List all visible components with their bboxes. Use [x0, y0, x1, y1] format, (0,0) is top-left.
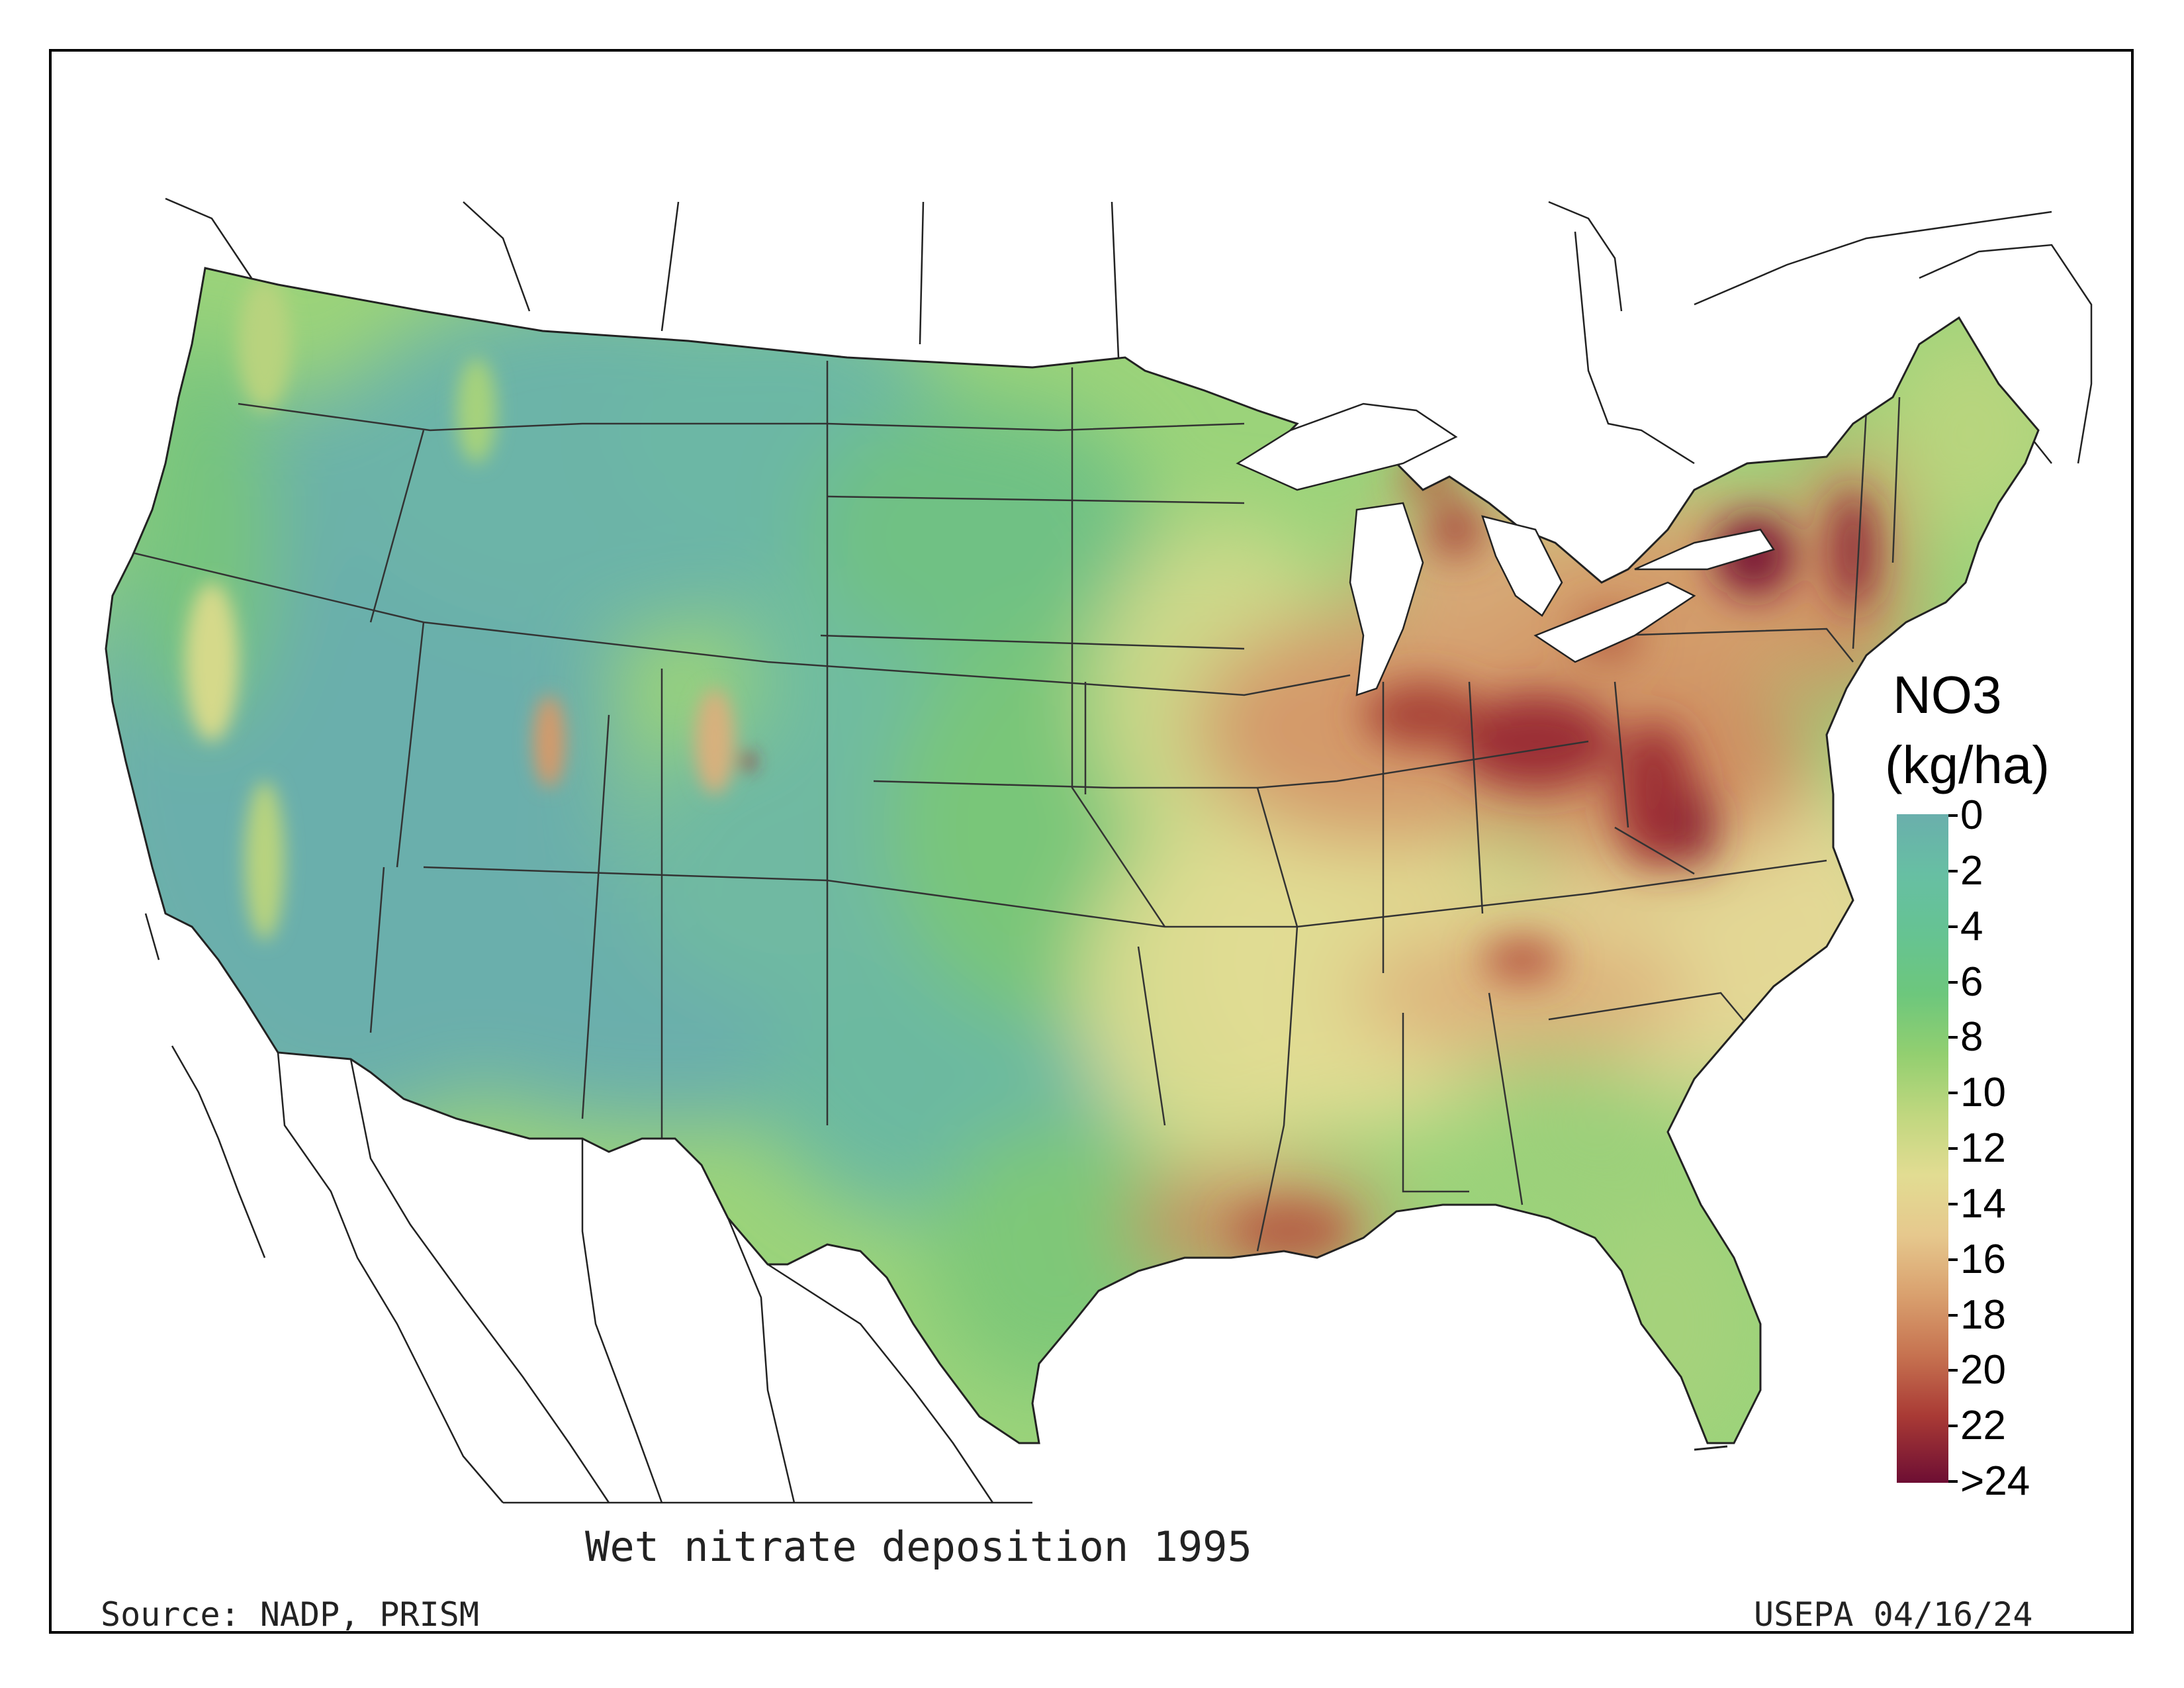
legend-tick-mark — [1948, 1147, 1958, 1150]
credit-note: USEPA 04/16/24 — [1754, 1595, 2033, 1634]
legend-tick-label: >24 — [1960, 1458, 2030, 1504]
legend-tick-mark — [1948, 1202, 1958, 1205]
legend-tick-mark — [1948, 1092, 1958, 1095]
legend-tick-mark — [1948, 1425, 1958, 1428]
legend-tick-label: 2 — [1960, 847, 1983, 894]
legend-tick-label: 20 — [1960, 1347, 2006, 1393]
legend-tick-mark — [1948, 869, 1958, 872]
legend-title: NO3 — [1893, 665, 2002, 724]
legend-color-bar — [1897, 814, 1948, 1483]
legend-tick-label: 0 — [1960, 792, 1983, 838]
legend-tick-mark — [1948, 1036, 1958, 1039]
source-note: Source: NADP, PRISM — [101, 1595, 479, 1634]
legend-tick-label: 16 — [1960, 1236, 2006, 1282]
legend-units: (kg/ha) — [1885, 735, 2050, 794]
legend-tick-mark — [1948, 1369, 1958, 1372]
map-title: Wet nitrate deposition 1995 — [585, 1523, 1252, 1571]
legend-tick-label: 10 — [1960, 1070, 2006, 1116]
great-lakes — [1236, 402, 1775, 696]
legend-tick-mark — [1948, 814, 1958, 817]
legend-tick-label: 6 — [1960, 959, 1983, 1005]
us-outline — [105, 267, 2040, 1444]
state-borders — [132, 361, 1901, 1252]
legend-tick-label: 12 — [1960, 1125, 2006, 1171]
legend-tick-label: 22 — [1960, 1403, 2006, 1449]
legend-tick-mark — [1948, 1313, 1958, 1317]
florida-keys — [1694, 1445, 1728, 1451]
legend-tick-label: 14 — [1960, 1180, 2006, 1227]
legend-tick-mark — [1948, 925, 1958, 928]
legend-tick-mark — [1948, 980, 1958, 984]
legend-tick-mark — [1948, 1258, 1958, 1261]
legend-tick-label: 4 — [1960, 903, 1983, 949]
legend-tick-label: 8 — [1960, 1014, 1983, 1060]
legend-tick-label: 18 — [1960, 1291, 2006, 1338]
legend-tick-mark — [1948, 1480, 1958, 1483]
